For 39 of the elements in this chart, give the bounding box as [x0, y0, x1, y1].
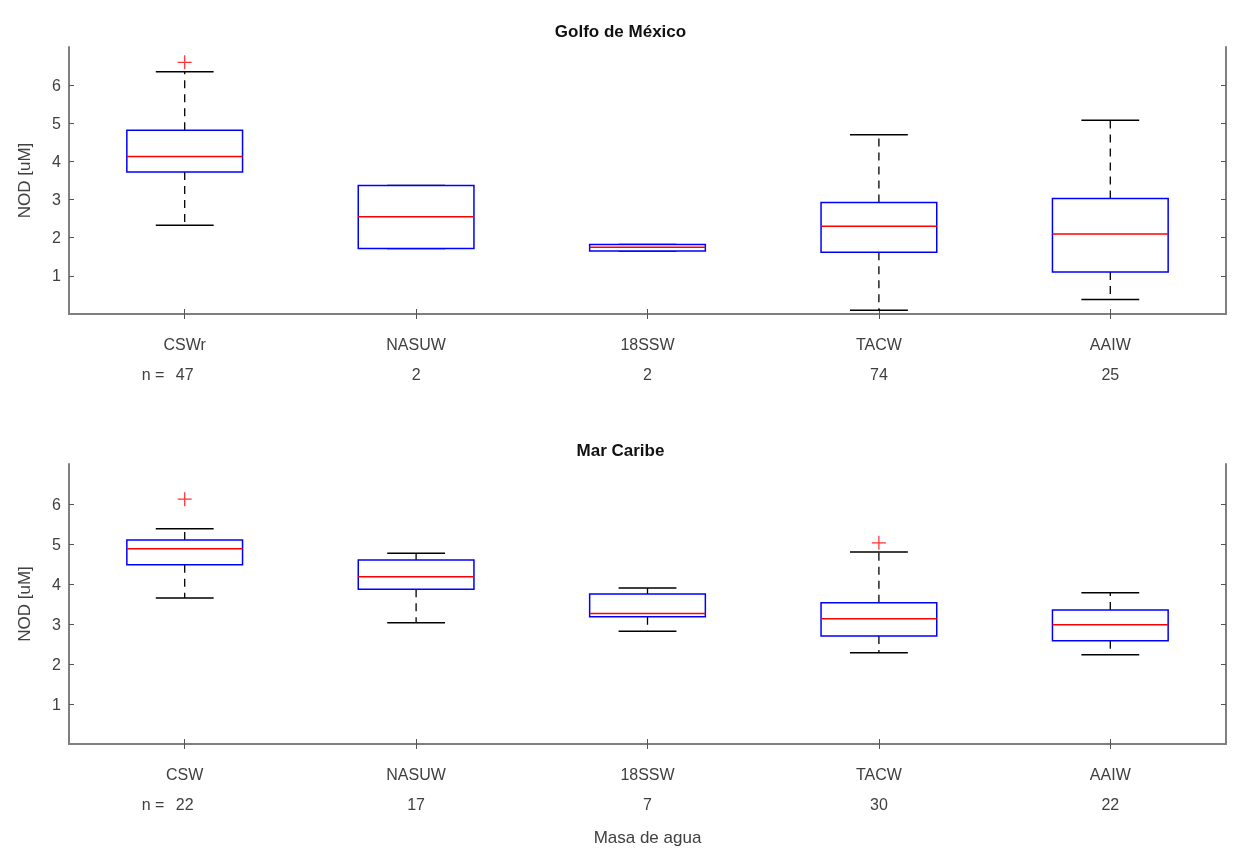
- x-tick-label: CSWr: [163, 335, 207, 353]
- x-tick-label: CSW: [166, 765, 205, 783]
- x-tick-label: AAIW: [1089, 335, 1132, 353]
- y-tick-label: 6: [52, 495, 62, 513]
- y-tick-label: 4: [52, 152, 62, 170]
- y-tick-label: 1: [52, 267, 62, 285]
- chart-title: Golfo de México: [554, 22, 687, 41]
- text: 22: [175, 795, 194, 813]
- y-tick-label: 3: [52, 191, 62, 209]
- x-axis-title: Masa de agua: [593, 828, 702, 847]
- x-tick-label: NASUW: [386, 765, 447, 783]
- y-tick-label: 3: [52, 615, 62, 633]
- text: 22: [1101, 795, 1120, 813]
- x-tick-label: TACW: [855, 335, 903, 353]
- text: n =: [141, 365, 165, 383]
- x-tick-label: AAIW: [1089, 765, 1132, 783]
- text: 7: [643, 795, 653, 813]
- y-tick-label: 5: [52, 535, 62, 553]
- text: 25: [1101, 365, 1120, 383]
- text: 17: [407, 795, 426, 813]
- text: 2: [411, 365, 421, 383]
- text: 47: [175, 365, 194, 383]
- y-tick-label: 4: [52, 575, 62, 593]
- text: 74: [870, 365, 888, 383]
- y-tick-label: 5: [52, 114, 62, 132]
- y-tick-label: 6: [52, 76, 62, 94]
- y-tick-label: 1: [52, 695, 62, 713]
- text: 2: [643, 365, 653, 383]
- y-tick-label: 2: [52, 655, 62, 673]
- y-axis-title: NOD [uM]: [15, 142, 34, 219]
- y-tick-label: 2: [52, 229, 62, 247]
- text: n =: [141, 795, 165, 813]
- y-axis-title: NOD [uM]: [15, 566, 34, 642]
- x-tick-label: 18SSW: [620, 335, 676, 353]
- x-tick-label: NASUW: [386, 335, 447, 353]
- x-tick-label: TACW: [855, 765, 903, 783]
- chart-title: Mar Caribe: [576, 441, 665, 460]
- text: 30: [870, 795, 888, 813]
- x-tick-label: 18SSW: [620, 765, 676, 783]
